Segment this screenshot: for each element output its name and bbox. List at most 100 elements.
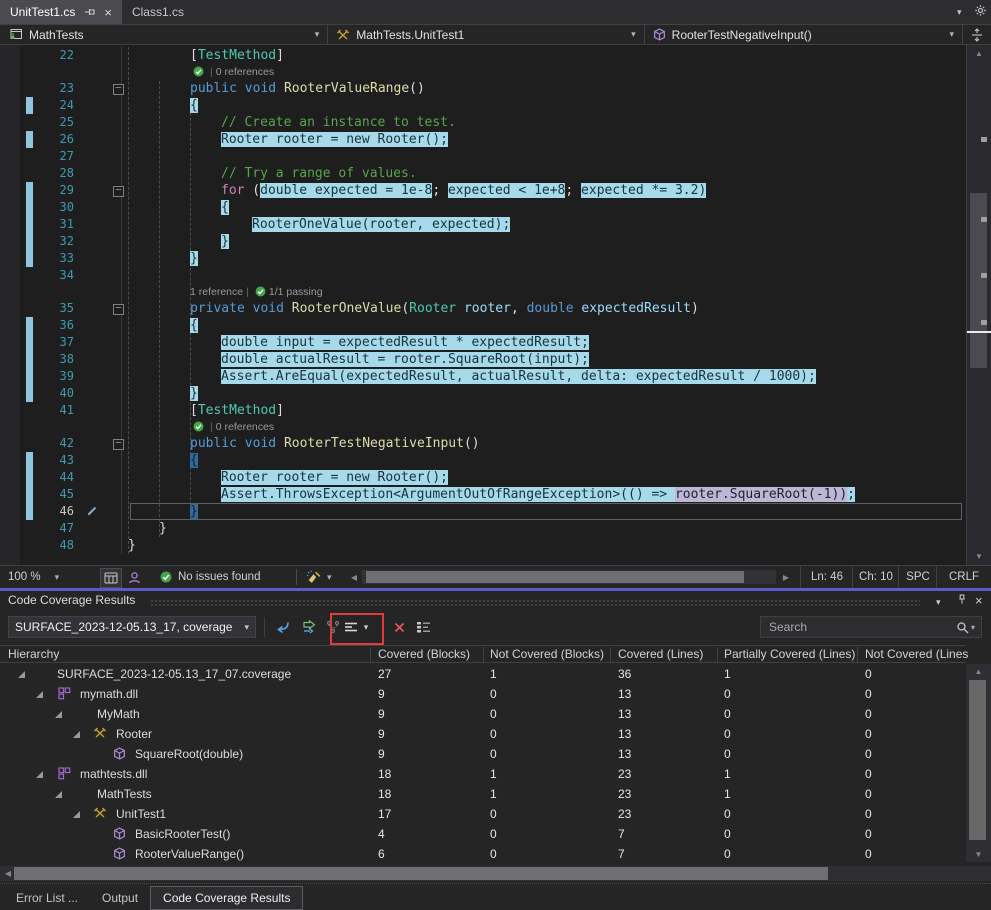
scroll-up-icon[interactable]: ▲ [975,49,983,58]
scroll-right-icon[interactable]: ▶ [782,573,790,582]
search-box[interactable]: ▾ [760,616,982,638]
column-header[interactable]: Not Covered (Blocks) [490,647,605,661]
grid-vertical-scrollbar[interactable]: ▲ ▼ [966,664,991,862]
tree-expander-icon[interactable] [55,791,62,798]
chevron-down-icon: ▾ [314,29,320,39]
scroll-up-icon[interactable]: ▲ [974,667,983,676]
chevron-down-icon[interactable]: ▾ [970,622,975,632]
issues-status[interactable]: No issues found [160,566,260,588]
coverage-row[interactable]: Rooter 9 0 13 0 0 [0,724,962,744]
scrollbar-thumb[interactable] [969,680,986,840]
coverage-item-label: RooterValueRange() [135,847,245,861]
code-line: 46} [0,503,966,520]
coverage-row[interactable]: SURFACE_2023-12-05.13_17_07.coverage 27 1 3… [0,664,962,684]
coverage-row[interactable]: BasicRooterTest() 4 0 7 0 0 [0,824,962,844]
show-coverage-coloring-button[interactable]: ▾ [336,615,376,639]
tab-class1[interactable]: Class1.cs [122,0,194,24]
export-results-button[interactable] [296,615,322,639]
close-icon[interactable]: × [975,593,983,608]
codelens-line[interactable]: | 0 references [0,64,966,80]
code-line: 33} [0,250,966,267]
pin-icon[interactable] [957,593,967,606]
coverage-row[interactable]: MathTests 18 1 23 1 0 [0,784,962,804]
code-editor[interactable]: 22 [TestMethod] | 0 references 23– public voi… [0,45,966,565]
column-header[interactable]: Covered (Blocks) [378,647,471,661]
tree-expander-icon[interactable] [55,711,62,718]
tree-expander-icon[interactable] [36,691,43,698]
coverage-value: 13 [618,727,632,741]
coverage-value: 0 [865,747,872,761]
member-name: RooterTestNegativeInput() [671,27,812,42]
coverage-row[interactable]: UnitTest1 17 0 23 0 0 [0,804,962,824]
fold-collapse-icon[interactable]: – [113,304,124,315]
column-header[interactable]: Covered (Lines) [618,647,704,661]
eol-indicator[interactable]: CRLF [936,566,991,588]
zoom-control[interactable]: 100 % ▾ [8,566,59,588]
copilot-icon[interactable] [128,566,141,588]
tab-output[interactable]: Output [102,890,139,905]
code-line: 29– for (double expected = 1e-8; expected… [0,182,966,199]
coverage-value: 0 [490,687,497,701]
table-view-icon[interactable] [100,568,122,588]
column-header[interactable]: Hierarchy [8,647,60,661]
pin-icon[interactable] [84,6,95,18]
import-results-button[interactable] [270,615,296,639]
spaces-indicator[interactable]: SPC [898,566,937,588]
scrollbar-thumb[interactable] [14,867,828,880]
editor-status-bar: 100 % ▾ No issues found ▾ ◀ ▶ Ln: 46 Ch:… [0,565,991,588]
chevron-down-icon[interactable]: ▾ [936,597,941,607]
coverage-row[interactable]: mymath.dll 9 0 13 0 0 [0,684,962,704]
coverage-row[interactable]: SquareRoot(double) 9 0 13 0 0 [0,744,962,764]
tab-unittest1[interactable]: UnitTest1.cs × [0,0,122,24]
coverage-row[interactable]: RooterValueRange() 6 0 7 0 0 [0,844,962,864]
coverage-row[interactable]: mathtests.dll 18 1 23 1 0 [0,764,962,784]
grid-horizontal-scrollbar[interactable]: ◀ [0,866,991,881]
type-dropdown[interactable]: MathTests.UnitTest1 ▾ [328,25,645,44]
gear-icon[interactable] [974,4,987,17]
code-line: 22 [TestMethod] [0,47,966,64]
coverage-value: 0 [490,727,497,741]
fold-collapse-icon[interactable]: – [113,186,124,197]
coverage-item-label: MathTests [97,787,152,801]
search-input[interactable] [761,620,952,634]
scrollbar-thumb[interactable] [366,571,744,583]
navigation-bar: MathTests ▾ MathTests.UnitTest1 ▾ Rooter… [0,24,991,45]
codelens-line[interactable]: 1 reference | 1/1 passing [190,286,323,298]
test-project-icon [8,28,23,42]
tab-code-coverage-results[interactable]: Code Coverage Results [150,885,304,910]
scroll-down-icon[interactable]: ▼ [975,552,983,561]
column-header[interactable]: Not Covered (Lines [865,647,969,661]
scroll-left-icon[interactable]: ◀ [4,869,12,878]
column-header[interactable]: Partially Covered (Lines) [724,647,856,661]
fold-collapse-icon[interactable]: – [113,439,124,450]
coverage-value: 1 [490,667,497,681]
tab-error-list[interactable]: Error List ... [16,890,79,905]
coverage-file-dropdown[interactable]: SURFACE_2023-12-05.13_17, coverage ▾ [8,616,256,638]
tree-expander-icon[interactable] [36,771,43,778]
coverage-row[interactable]: MyMath 9 0 13 0 0 [0,704,962,724]
project-dropdown[interactable]: MathTests ▾ [0,25,329,44]
code-line: 23– public void RooterValueRange() [0,80,966,97]
fold-collapse-icon[interactable]: – [113,84,124,95]
chevron-down-icon[interactable]: ▾ [957,7,962,17]
tree-expander-icon[interactable] [73,731,80,738]
tree-expander-icon[interactable] [18,671,25,678]
code-cleanup-button[interactable]: ▾ [306,566,332,588]
member-dropdown[interactable]: RooterTestNegativeInput() ▾ [645,25,963,44]
code-line: 30{ [0,199,966,216]
codelens-line[interactable]: | 0 references [0,419,966,435]
coverage-value: 0 [865,687,872,701]
editor-vertical-scrollbar[interactable]: ▲ ▼ [966,45,991,565]
split-editor-button[interactable] [963,25,991,44]
panel-drag-texture[interactable] [150,599,920,607]
manage-columns-button[interactable] [410,615,436,639]
close-icon[interactable]: × [104,4,112,20]
search-icon[interactable] [952,621,971,634]
scroll-left-icon[interactable]: ◀ [350,573,358,582]
scroll-down-icon[interactable]: ▼ [974,850,983,859]
tree-expander-icon[interactable] [73,811,80,818]
editor-horizontal-scrollbar[interactable] [362,570,776,584]
indent-guide [159,81,160,537]
remove-coverage-button[interactable] [386,615,412,639]
code-line: 24{ [0,97,966,114]
